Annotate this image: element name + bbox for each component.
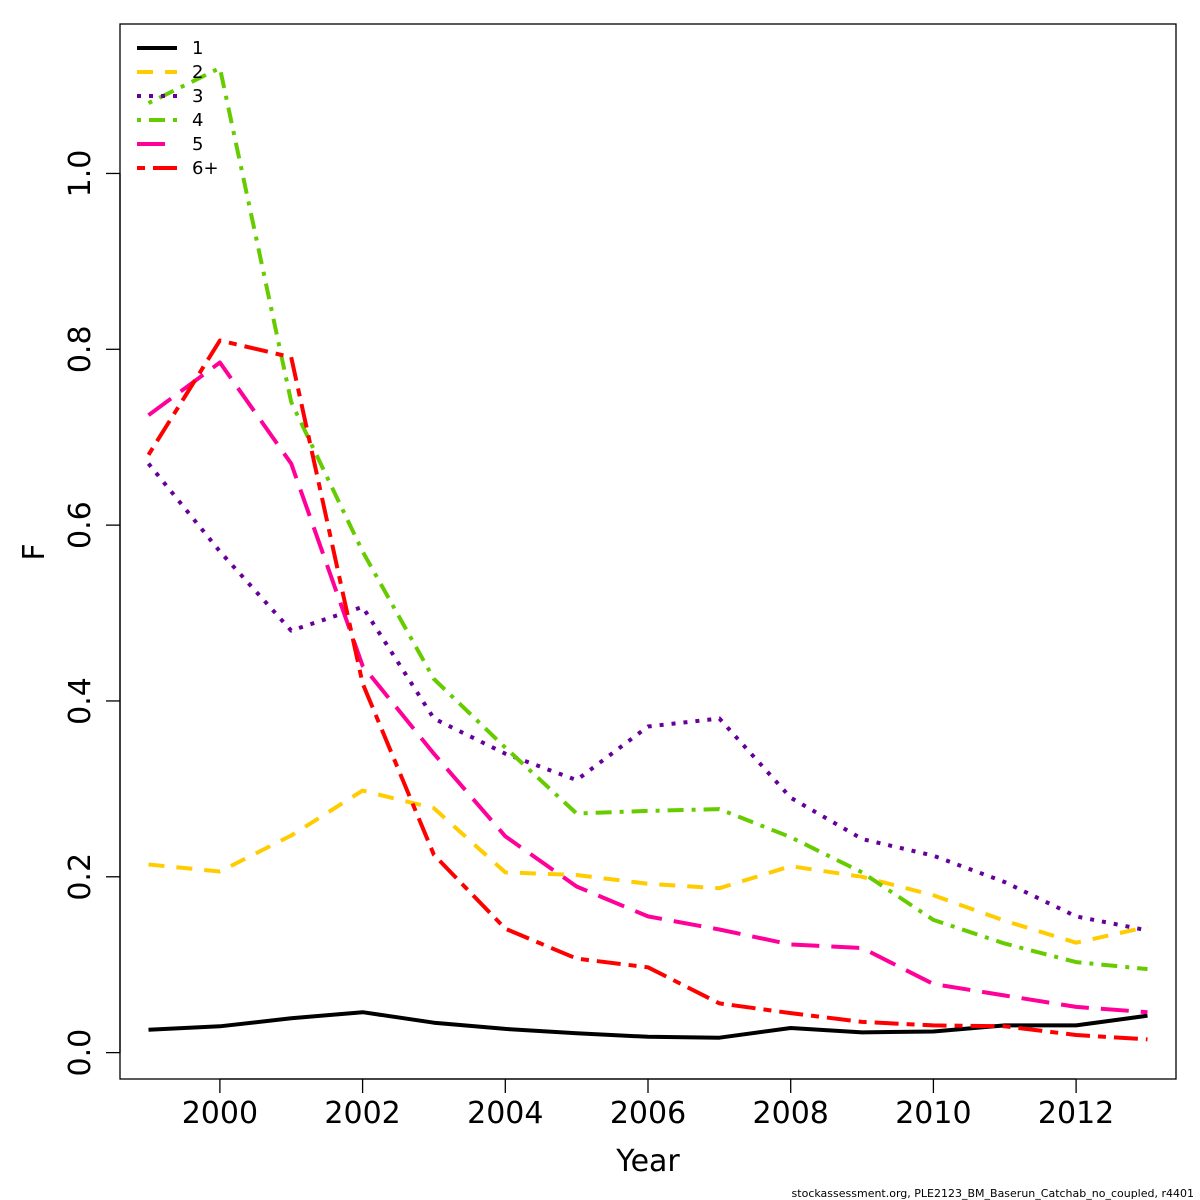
series-line-2 bbox=[148, 788, 1148, 945]
plot-area-frame bbox=[119, 23, 1177, 1080]
y-tick-label: 0.8 bbox=[63, 325, 98, 373]
y-tick-label: 0.0 bbox=[63, 1029, 98, 1077]
series-layer bbox=[146, 66, 1148, 1042]
footer-note: stockassessment.org, PLE2123_BM_Baserun_… bbox=[792, 1187, 1194, 1200]
legend-label: 6+ bbox=[192, 158, 219, 179]
series-line-4 bbox=[147, 66, 1148, 972]
x-axis: 2000 2002 2004 2006 2008 2010 2012 bbox=[182, 1078, 1114, 1131]
series-line-1 bbox=[148, 1010, 1148, 1040]
x-tick-label: 2000 bbox=[182, 1096, 258, 1131]
y-tick-label: 0.4 bbox=[63, 677, 98, 725]
series-line-6plus bbox=[146, 338, 1148, 1042]
y-axis: 0.0 0.2 0.4 0.6 0.8 1.0 bbox=[63, 150, 121, 1077]
y-axis-title: F bbox=[17, 543, 52, 560]
x-tick-label: 2006 bbox=[610, 1096, 686, 1131]
x-tick-label: 2004 bbox=[467, 1096, 543, 1131]
x-tick-label: 2012 bbox=[1038, 1096, 1114, 1131]
y-tick-label: 1.0 bbox=[63, 150, 98, 198]
x-axis-title: Year bbox=[615, 1144, 680, 1179]
legend-label: 4 bbox=[192, 110, 203, 131]
legend-label: 1 bbox=[192, 38, 203, 59]
series-line-5 bbox=[147, 360, 1148, 1015]
x-tick-label: 2010 bbox=[895, 1096, 971, 1131]
x-tick-label: 2008 bbox=[753, 1096, 829, 1131]
y-tick-label: 0.6 bbox=[63, 501, 98, 549]
x-tick-label: 2002 bbox=[324, 1096, 400, 1131]
legend-label: 3 bbox=[192, 86, 203, 107]
series-line-3 bbox=[146, 462, 1148, 933]
legend: 1 2 3 4 5 6+ bbox=[137, 38, 219, 179]
y-tick-label: 0.2 bbox=[63, 853, 98, 901]
legend-label: 2 bbox=[192, 62, 203, 83]
legend-label: 5 bbox=[192, 134, 203, 155]
